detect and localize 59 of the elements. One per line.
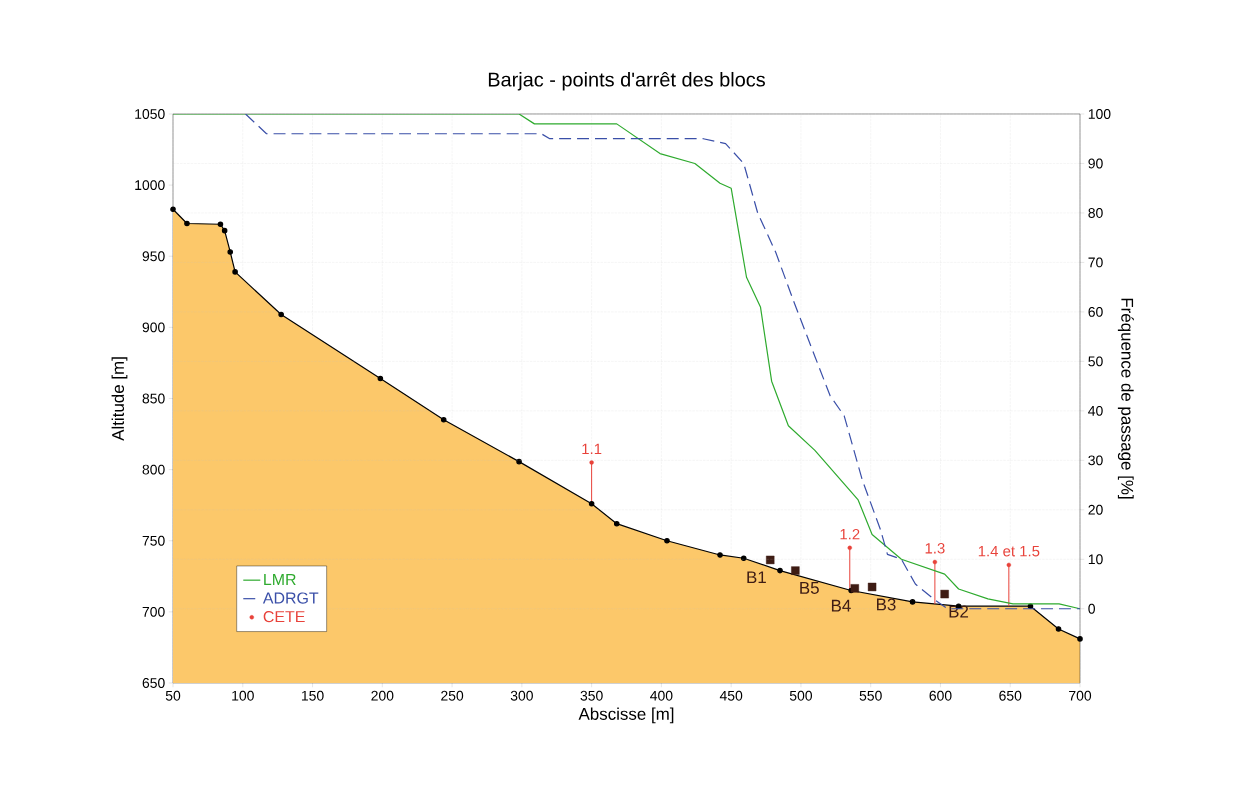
point <box>847 545 852 551</box>
point <box>766 555 775 565</box>
y-tick-label: 650 <box>142 678 165 688</box>
y2-tick-label: 80 <box>1088 207 1103 218</box>
x-axis-title: Abscisse [m] <box>578 707 674 724</box>
legend-label: CETE <box>263 610 305 623</box>
x-tick-label: 150 <box>301 690 324 701</box>
y-tick-label: 750 <box>142 535 165 546</box>
point <box>867 582 877 592</box>
x-tick-label: 550 <box>859 690 882 701</box>
x-tick-label: 650 <box>999 690 1022 701</box>
y2-tick-label: 40 <box>1088 405 1103 416</box>
point <box>1006 562 1012 568</box>
annotation: B1 <box>747 571 766 584</box>
y2-tick-label: 50 <box>1088 356 1103 367</box>
x-tick-label: 600 <box>929 690 952 701</box>
annotation: 1.4 et 1.5 <box>978 545 1040 557</box>
legend-label: LMR <box>264 573 296 585</box>
y-axis-title: Altitude [m] <box>111 357 128 441</box>
y-tick-label: 1050 <box>135 109 165 119</box>
x-tick-label: 300 <box>510 690 533 701</box>
x-tick-label: 50 <box>165 690 181 701</box>
x-tick-label: 350 <box>580 690 603 701</box>
annotation: B4 <box>831 599 851 612</box>
y-tick-label: 900 <box>142 322 165 333</box>
y2-axis-title: Fréquence de passage [%] <box>1117 298 1134 499</box>
point <box>791 566 800 575</box>
y-tick-label: 950 <box>142 251 165 262</box>
annotation: B5 <box>800 582 819 594</box>
y2-tick-label: 10 <box>1088 554 1103 565</box>
legend-label: ADRGT <box>262 592 319 604</box>
y2-tick-label: 0 <box>1088 603 1095 614</box>
y2-tick-label: 90 <box>1088 158 1103 169</box>
annotation: 1.2 <box>840 528 860 540</box>
x-tick-label: 450 <box>719 690 743 701</box>
y-tick-label: 850 <box>142 393 165 404</box>
x-tick-label: 700 <box>1069 690 1092 701</box>
x-tick-label: 100 <box>232 690 254 701</box>
y-tick-label: 800 <box>142 464 165 475</box>
y2-tick-label: 20 <box>1088 504 1103 515</box>
point <box>940 589 949 599</box>
annotation: B2 <box>949 605 969 618</box>
x-tick-label: 500 <box>789 690 813 701</box>
y-tick-label: 700 <box>142 606 165 617</box>
y2-tick-label: 100 <box>1088 109 1111 119</box>
x-tick-label: 200 <box>371 690 394 701</box>
chart-title: Barjac - points d'arrêt des blocs <box>488 71 765 91</box>
y2-tick-label: 30 <box>1088 455 1103 466</box>
y2-tick-label: 60 <box>1088 306 1103 317</box>
x-tick-label: 250 <box>441 690 464 701</box>
x-tick-label: 400 <box>650 690 673 701</box>
y2-tick-label: 70 <box>1088 257 1103 268</box>
point <box>589 460 594 465</box>
annotation: B3 <box>877 598 896 611</box>
annotation: 1.3 <box>925 542 945 554</box>
y-tick-label: 1000 <box>135 180 165 191</box>
annotation: 1.1 <box>582 443 602 454</box>
point <box>850 584 859 593</box>
point <box>932 559 938 565</box>
